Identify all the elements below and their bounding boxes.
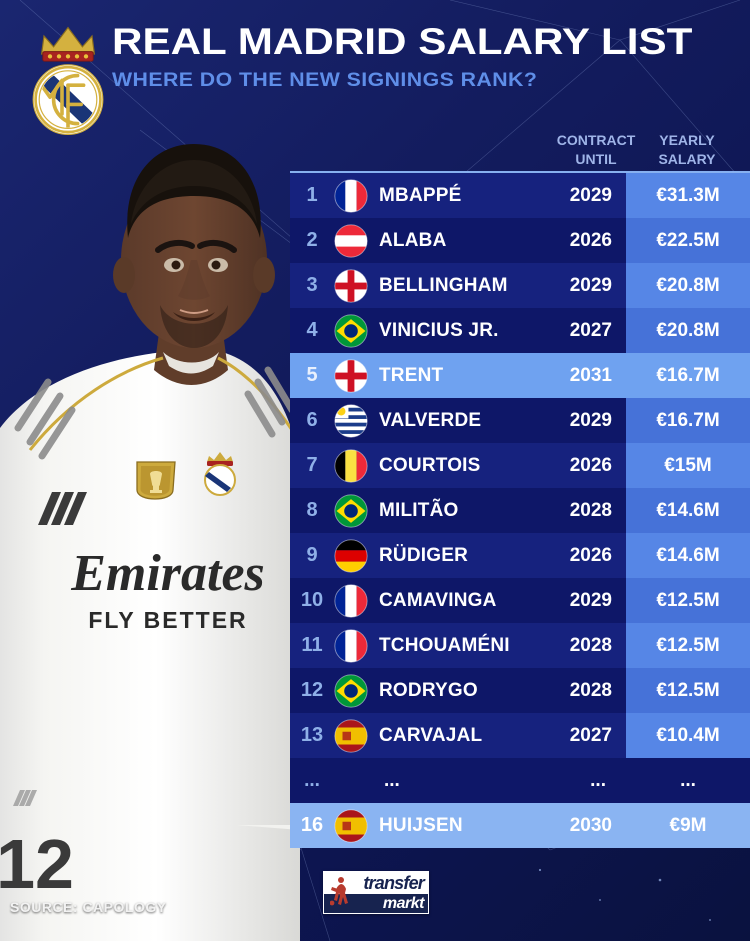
svg-text:12: 12 <box>0 825 74 903</box>
svg-text:Emirates: Emirates <box>70 545 265 602</box>
svg-text:FLY BETTER: FLY BETTER <box>88 607 247 633</box>
